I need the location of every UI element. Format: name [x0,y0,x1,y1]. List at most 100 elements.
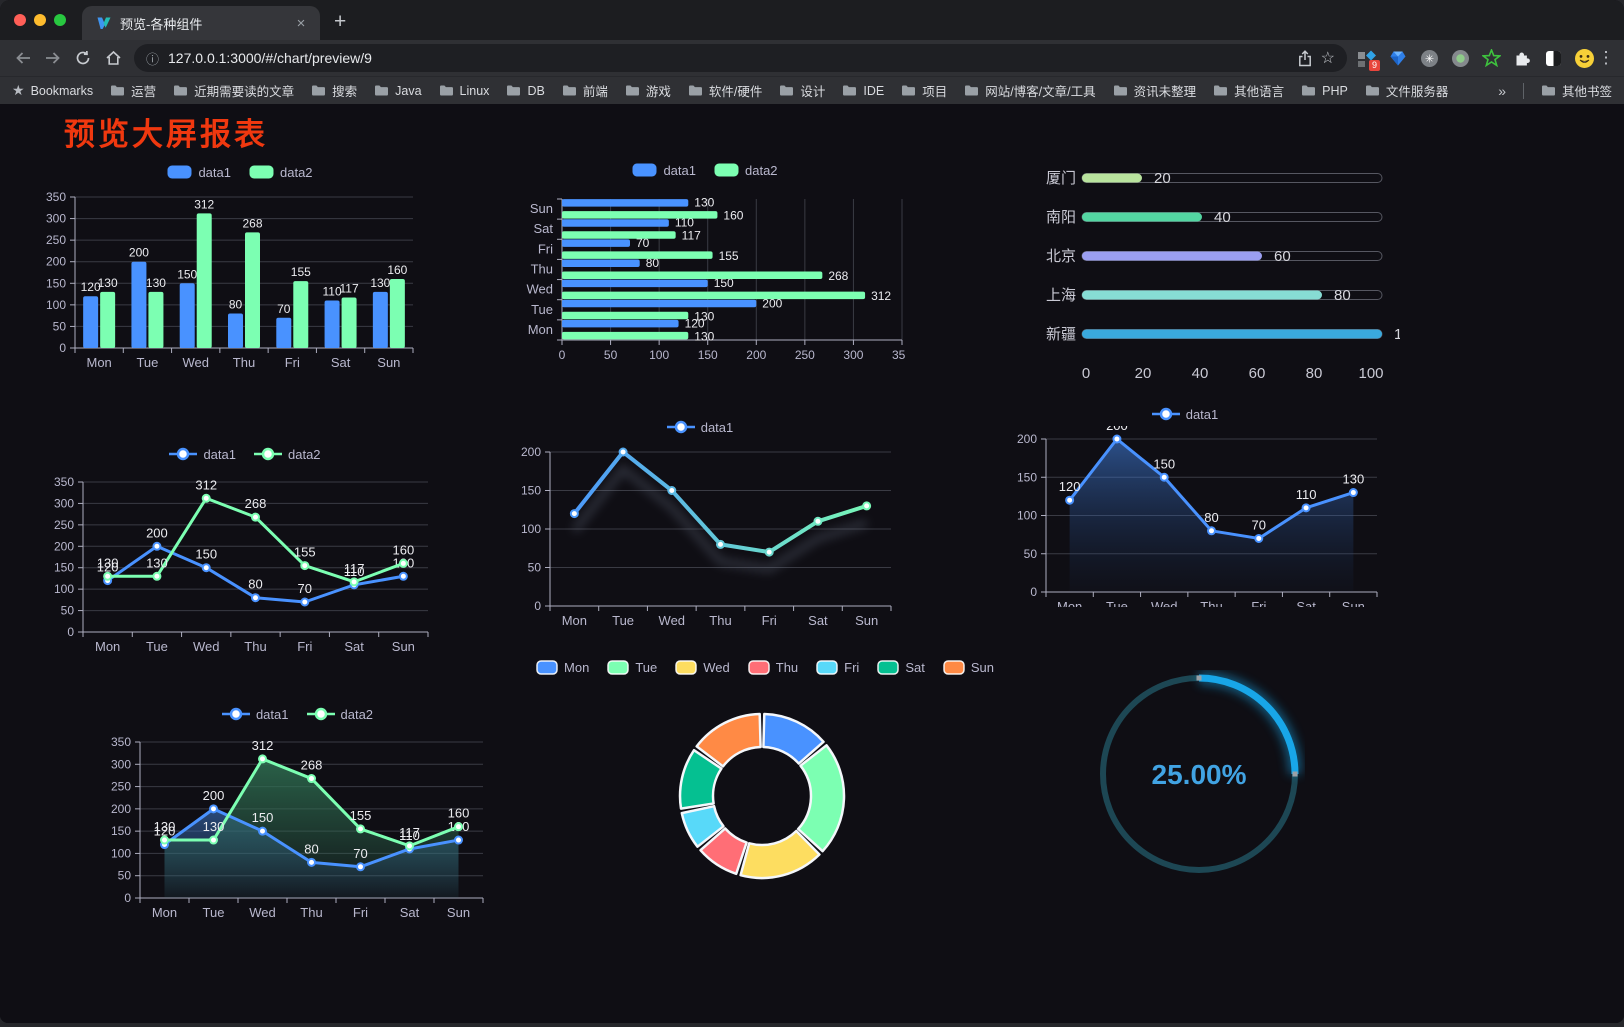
menu-kebab-icon[interactable]: ⋮ [1597,48,1615,67]
chart-line-basic: data1 data2 0 50 100 150 200 250 300 350 Mon Tue Wed… [45,442,445,654]
legend-item-Wed[interactable]: Wed [675,660,730,675]
home-button[interactable] [98,44,128,72]
new-tab-button[interactable]: + [334,10,347,33]
legend-item-Sun[interactable]: Sun [943,660,994,675]
bookmark-folder-item[interactable]: 设计 [779,81,825,100]
legend-item-data1[interactable]: data1 [167,165,231,180]
back-button[interactable] [8,44,38,72]
folder-icon [312,85,326,96]
folder-icon [625,85,639,96]
legend-swatch [167,165,192,179]
svg-text:130: 130 [97,555,119,570]
reload-button[interactable] [68,44,98,72]
svg-text:Tue: Tue [136,355,158,370]
legend-item-data1[interactable]: data1 [169,447,236,462]
svg-text:Mon: Mon [562,613,587,627]
squares-diamond-icon[interactable]: 9 [1355,45,1380,71]
bookmark-folder-item[interactable]: 前端 [562,81,608,100]
bookmarks-root[interactable]: ★ Bookmarks [12,82,94,98]
forward-button[interactable] [38,44,68,72]
legend-item-data1[interactable]: data1 [666,420,733,435]
folder-icon [843,85,857,96]
bookmark-folder-item[interactable]: DB [506,84,545,98]
svg-text:150: 150 [521,484,541,498]
chart-canvas [678,712,846,880]
site-info-icon[interactable]: ⓘ [146,51,160,67]
svg-text:110: 110 [675,216,694,230]
svg-text:Thu: Thu [244,639,266,654]
bookmark-folder-item[interactable]: 搜索 [311,81,357,100]
legend-item-data2[interactable]: data2 [254,447,321,462]
bookmark-folder-item[interactable]: PHP [1301,84,1348,98]
svg-text:117: 117 [344,561,365,576]
legend-item-data1[interactable]: data1 [1151,407,1218,422]
other-bookmarks[interactable]: 其他书签 [1541,81,1612,100]
browser-tab[interactable]: 预览-各种组件 × [82,6,320,40]
legend-item-Sat[interactable]: Sat [877,660,925,675]
svg-text:100: 100 [111,846,131,860]
bookmark-folder-item[interactable]: 文件服务器 [1365,81,1448,100]
legend-item-Tue[interactable]: Tue [607,660,657,675]
svg-text:150: 150 [1017,470,1037,484]
folder-icon [1541,84,1556,97]
tab-close-icon[interactable]: × [296,14,306,32]
legend-swatch [943,659,965,675]
address-bar[interactable]: ⓘ 127.0.0.1:3000/#/chart/preview/9 ☆ [134,44,1347,72]
bookmark-folder-item[interactable]: IDE [842,84,884,98]
bookmark-folder-item[interactable]: 项目 [901,81,947,100]
bookmark-folder-item[interactable]: 软件/硬件 [688,81,762,100]
svg-text:200: 200 [521,445,541,459]
svg-text:50: 50 [604,348,618,362]
bookmark-star-icon[interactable]: ☆ [1320,50,1335,67]
bookmark-folder-item[interactable]: 近期需要读的文章 [173,81,294,100]
svg-text:Sat: Sat [533,221,553,236]
legend-item-Mon[interactable]: Mon [536,660,589,675]
legend-swatch [675,659,697,675]
maximize-window-button[interactable] [54,14,66,26]
chart-canvas: 0 50 100 150 200 Mon Tue Wed Thu Fri Sat Sun 120 200 1… [1017,426,1378,607]
bookmarks-overflow-chevron[interactable]: » [1498,82,1506,99]
svg-text:厦门: 厦门 [1046,170,1076,187]
legend-item-data2[interactable]: data2 [249,165,313,180]
green-star-icon[interactable] [1479,45,1503,71]
legend-item-data1[interactable]: data1 [632,163,696,178]
svg-text:南阳: 南阳 [1046,209,1076,226]
svg-text:80: 80 [1334,287,1351,304]
folder-icon [375,85,389,96]
chart-canvas: 0 50 100 150 200 250 300 350 Mon Tue Wed Thu Fri Sat S… [111,735,484,917]
svg-text:Sat: Sat [344,639,364,654]
record-dot-icon[interactable] [1448,45,1472,71]
puzzle-icon[interactable] [1510,45,1534,71]
contrast-square-icon[interactable] [1541,45,1565,71]
folder-icon [902,85,916,96]
svg-text:Sat: Sat [331,355,351,370]
minimize-window-button[interactable] [34,14,46,26]
svg-text:200: 200 [146,525,168,540]
avatar-emoji-icon[interactable] [1572,45,1596,71]
bookmark-folder-item[interactable]: 网站/博客/文章/工具 [964,81,1096,100]
legend-item-data2[interactable]: data2 [714,163,778,178]
svg-text:Wed: Wed [1151,599,1178,607]
bookmark-folder-item[interactable]: Linux [439,84,489,98]
share-icon[interactable] [1298,49,1312,67]
gray-knot-icon[interactable]: ✳ [1417,45,1441,71]
bookmark-folder-item[interactable]: 游戏 [625,81,671,100]
bookmark-folder-item[interactable]: Java [374,84,422,98]
close-window-button[interactable] [14,14,26,26]
legend-item-data1[interactable]: data1 [221,707,289,722]
svg-text:Mon: Mon [95,639,120,654]
svg-text:70: 70 [277,302,291,316]
bookmark-folder-item[interactable]: 其他语言 [1213,81,1284,100]
svg-text:80: 80 [304,841,318,856]
legend-item-Fri[interactable]: Fri [816,660,859,675]
legend-item-Thu[interactable]: Thu [748,660,798,675]
svg-text:新疆: 新疆 [1046,326,1076,343]
bookmark-folder-item[interactable]: 资讯未整理 [1113,81,1196,100]
svg-text:268: 268 [301,758,323,773]
chart-legend: Mon Tue Wed Thu Fri Sat Sun [536,655,994,679]
blue-gem-icon[interactable] [1386,45,1410,71]
svg-text:300: 300 [843,348,863,362]
legend-item-data2[interactable]: data2 [306,707,373,722]
svg-text:160: 160 [723,209,743,223]
bookmark-folder-item[interactable]: 运营 [110,81,156,100]
